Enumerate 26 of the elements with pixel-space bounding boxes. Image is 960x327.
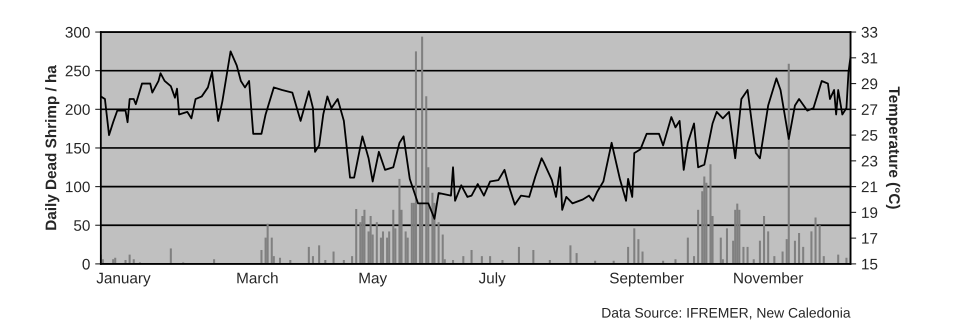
y2-tick-label: 29 [862,78,878,90]
y2-tick-label: 31 [862,52,878,64]
x-tick-label: March [237,272,278,284]
y2-axis-title: Temperature (°C) [886,86,900,209]
y-tick-label: 150 [66,142,90,154]
x-tick-label: September [610,272,684,286]
y2-tick-label: 23 [862,156,878,167]
y2-tick-label: 21 [862,181,878,192]
y-tick-label: 100 [66,181,90,192]
y-tick-label: 250 [66,66,90,76]
y2-tick-label: 15 [862,258,878,270]
x-tick-label: November [734,272,804,284]
y-tick-label: 50 [74,220,90,231]
source-note: Data Source: IFREMER, New Caledonia [602,308,851,320]
x-tick-label: July [478,272,506,286]
y2-tick-label: 17 [862,233,878,244]
y2-tick-label: 25 [862,130,878,141]
y-tick-label: 200 [66,104,90,116]
y-axis-title: Daily Dead Shrimp / ha [45,65,60,230]
y-tick-label: 0 [82,258,90,270]
y-tick-label: 300 [65,26,90,38]
x-tick-label: January [96,272,151,286]
y2-tick-label: 19 [862,207,878,218]
y2-tick-label: 27 [862,104,878,115]
x-tick-label: May [360,272,388,286]
y2-tick-label: 33 [862,26,878,38]
